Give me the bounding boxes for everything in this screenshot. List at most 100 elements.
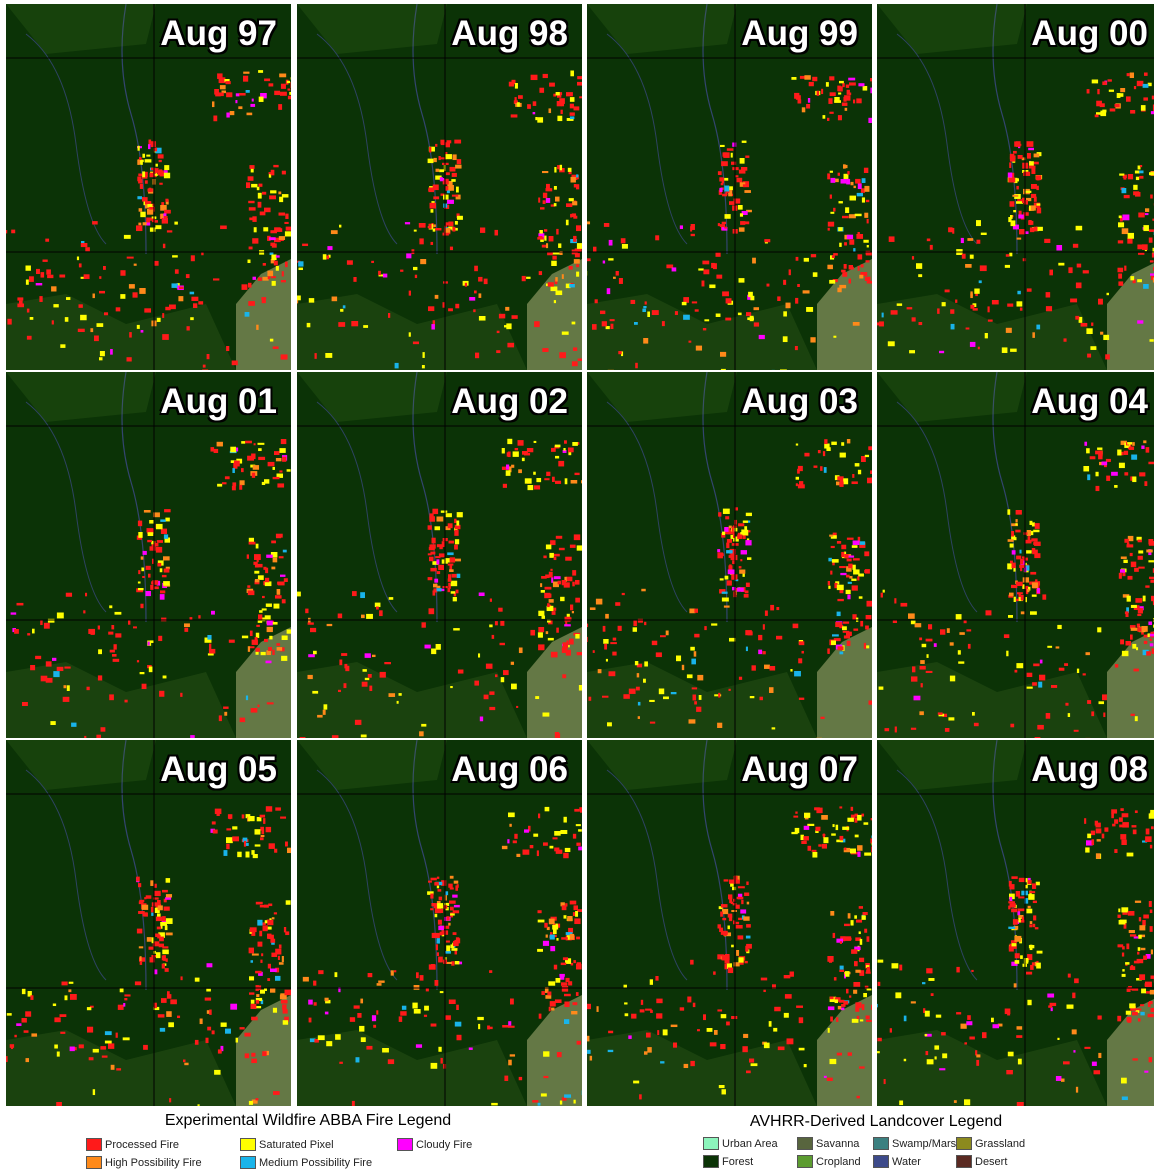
fire-pixel [1112, 824, 1115, 827]
fire-pixel [549, 572, 553, 578]
fire-pixel [267, 920, 273, 925]
fire-pixel [1028, 894, 1034, 900]
fire-pixel [1097, 839, 1101, 841]
fire-pixel [1035, 927, 1039, 929]
fire-pixel [927, 654, 929, 658]
fire-pixel [552, 477, 555, 482]
fire-pixel [452, 195, 458, 197]
fire-pixel [725, 516, 729, 519]
fire-pixel [1149, 901, 1152, 907]
fire-pixel [142, 905, 148, 910]
fire-pixel [65, 697, 68, 700]
fire-pixel [728, 926, 730, 930]
fire-pixel [1068, 713, 1070, 717]
fire-pixel [576, 937, 580, 940]
fire-pixel [546, 631, 548, 634]
fire-pixel [1065, 703, 1068, 706]
fire-pixel [1103, 335, 1109, 340]
legend-swatch [86, 1156, 102, 1169]
fire-pixel [579, 685, 582, 691]
legend-label: Processed Fire [105, 1139, 179, 1151]
fire-pixel [430, 203, 437, 209]
fire-pixel [717, 1009, 722, 1011]
fire-pixel [211, 611, 215, 615]
fire-pixel [431, 649, 436, 655]
river [607, 34, 687, 244]
fire-pixel [942, 302, 946, 306]
fire-pixel [297, 592, 301, 597]
fire-pixel [538, 198, 540, 203]
fire-pixel [282, 636, 288, 640]
fire-pixel [518, 469, 522, 473]
fire-pixel [519, 648, 523, 654]
fire-pixel [140, 160, 144, 162]
fire-pixel [564, 1002, 569, 1008]
river [26, 34, 106, 244]
fire-pixel [554, 167, 556, 173]
fire-pixel [1018, 918, 1020, 923]
fire-pixel [25, 1011, 31, 1016]
fire-pixel [1123, 560, 1127, 563]
fire-pixel [864, 186, 869, 192]
fire-pixel [262, 277, 268, 281]
fire-pixel [101, 727, 106, 731]
fire-pixel [828, 1006, 834, 1010]
fire-pixel [1056, 646, 1060, 648]
fire-pixel [575, 911, 578, 917]
fire-pixel [717, 549, 720, 552]
fire-pixel [716, 314, 721, 317]
fire-pixel [152, 586, 159, 589]
fire-pixel [551, 261, 557, 266]
fire-pixel [836, 939, 843, 943]
fire-pixel [855, 818, 858, 823]
fire-pixel [428, 525, 432, 529]
fire-pixel [824, 1076, 827, 1078]
fire-pixel [947, 628, 950, 633]
fire-pixel [159, 691, 164, 697]
fire-pixel [165, 968, 169, 972]
fire-pixel [827, 118, 829, 121]
river [897, 34, 977, 244]
fire-pixel [1011, 585, 1017, 588]
fire-pixel [285, 231, 291, 236]
fire-pixel [163, 244, 165, 248]
fire-pixel [554, 186, 557, 190]
fire-pixel [576, 184, 579, 189]
fire-pixel [981, 233, 987, 235]
fire-pixel [621, 238, 626, 243]
fire-pixel [313, 651, 317, 654]
fire-pixel [554, 831, 560, 836]
fire-pixel [1087, 834, 1091, 839]
fire-pixel [209, 644, 211, 649]
map-panel: Aug 07 [587, 740, 872, 1106]
fire-pixel [722, 598, 729, 602]
fire-pixel [1018, 215, 1023, 219]
fire-pixel [150, 640, 154, 643]
fire-pixel [1096, 486, 1100, 491]
fire-pixel [438, 957, 443, 963]
fire-pixel [790, 669, 792, 672]
fire-pixel [1018, 155, 1023, 159]
fire-pixel [251, 708, 258, 713]
fire-pixel [83, 610, 85, 613]
fire-pixel [556, 978, 561, 983]
fire-pixel [260, 905, 265, 907]
legend-item: Cropland [797, 1155, 861, 1168]
fire-pixel [71, 723, 76, 727]
fire-pixel [643, 338, 648, 344]
fire-pixel [1026, 972, 1032, 975]
fire-pixel [457, 159, 461, 164]
fire-pixel [213, 278, 219, 280]
fire-pixel [248, 176, 254, 181]
fire-pixel [832, 559, 839, 563]
fire-pixel [253, 465, 259, 470]
fire-pixel [159, 183, 162, 185]
fire-pixel [224, 850, 228, 856]
fire-pixel [1087, 700, 1091, 704]
fire-pixel [728, 570, 735, 575]
fire-pixel [959, 632, 964, 635]
fire-pixel [1121, 907, 1128, 912]
fire-pixel [829, 280, 835, 284]
fire-pixel [310, 628, 316, 632]
fire-pixel [1015, 530, 1020, 533]
